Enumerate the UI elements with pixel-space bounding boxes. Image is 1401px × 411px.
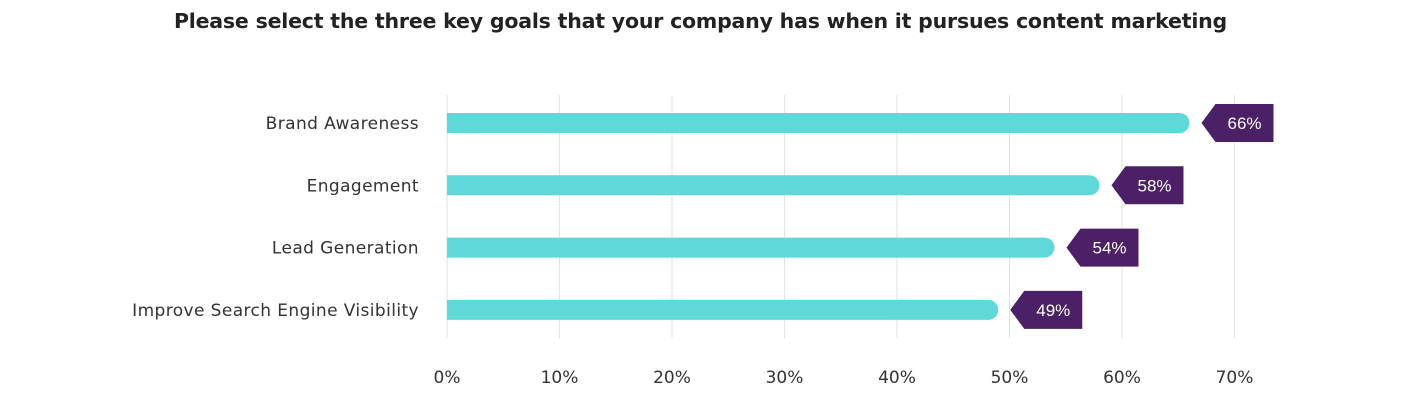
category-label: Engagement (307, 176, 419, 196)
chart-title: Please select the three key goals that y… (173, 9, 1228, 33)
category-label: Lead Generation (272, 239, 419, 259)
bar (447, 237, 1055, 258)
category-label: Improve Search Engine Visibility (132, 301, 419, 321)
bar (447, 175, 1100, 196)
x-tick-label: 0% (434, 368, 461, 388)
x-tick-label: 40% (878, 368, 916, 388)
x-tick-label: 50% (991, 368, 1029, 388)
value-label: 49% (1036, 301, 1070, 320)
value-label-tag (1066, 228, 1139, 267)
value-label-tag (1010, 290, 1083, 329)
x-tick-label: 10% (541, 368, 579, 388)
value-label: 66% (1227, 114, 1261, 133)
bar (447, 299, 999, 320)
category-label: Brand Awareness (266, 114, 419, 134)
bars (447, 113, 1190, 320)
x-tick-label: 60% (1103, 368, 1141, 388)
bar (447, 113, 1190, 133)
value-label: 58% (1137, 176, 1171, 195)
value-label: 54% (1092, 239, 1126, 258)
category-labels: Brand Awareness Engagement Lead Generation… (132, 114, 419, 321)
x-axis-ticks: 0% 10% 20% 30% 40% 50% 60% 70% (434, 368, 1254, 388)
x-tick-label: 30% (766, 368, 804, 388)
value-labels: 66% 58% 54% 49% (1010, 104, 1274, 329)
x-tick-label: 20% (653, 368, 691, 388)
value-label-tag (1111, 166, 1184, 205)
x-tick-label: 70% (1216, 368, 1254, 388)
value-label-tag (1201, 104, 1274, 142)
